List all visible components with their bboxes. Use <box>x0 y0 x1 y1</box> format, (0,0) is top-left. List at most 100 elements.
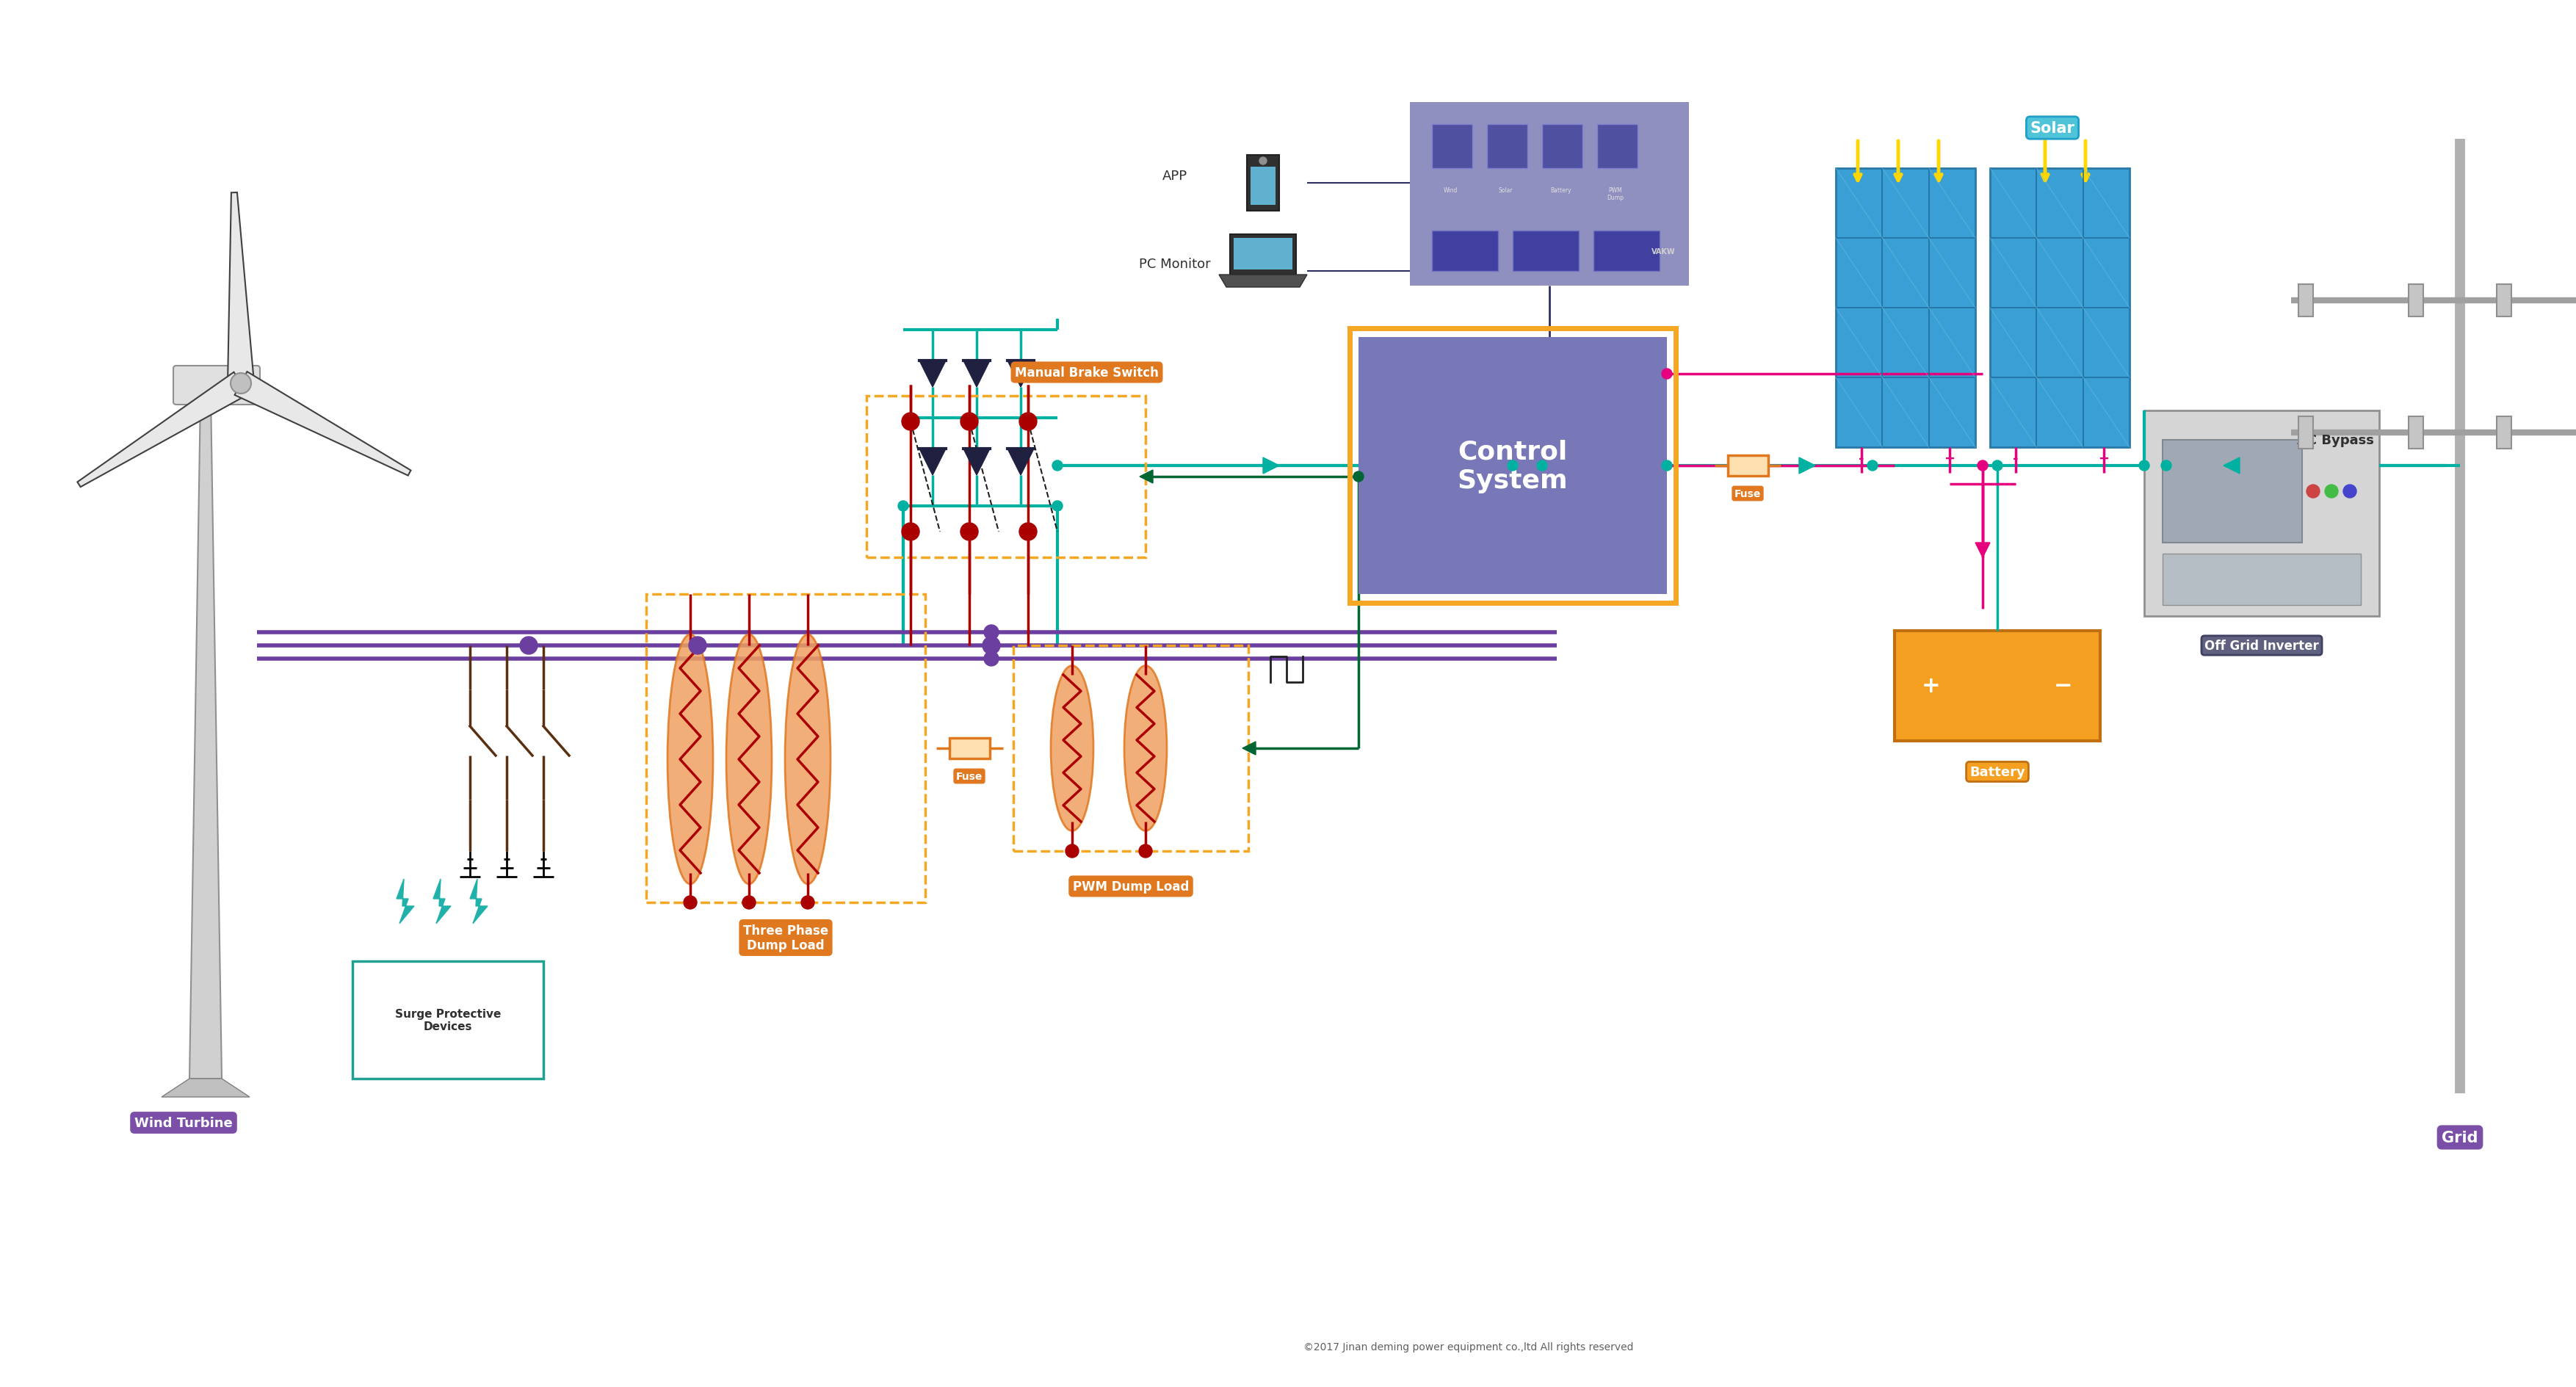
Circle shape <box>984 652 999 666</box>
Polygon shape <box>191 397 222 1079</box>
Bar <box>1247 155 1280 211</box>
Polygon shape <box>920 449 945 476</box>
Bar <box>1012 646 1249 852</box>
Polygon shape <box>162 1079 250 1097</box>
Circle shape <box>2326 485 2339 498</box>
Circle shape <box>1507 460 1517 472</box>
Bar <box>1595 232 1659 272</box>
Bar <box>2496 417 2512 449</box>
Circle shape <box>1139 845 1151 859</box>
Text: AC Bypass: AC Bypass <box>2298 434 2372 447</box>
Circle shape <box>902 413 920 431</box>
Text: PC Monitor: PC Monitor <box>1139 258 1211 270</box>
Bar <box>2164 440 2303 544</box>
Bar <box>1543 125 1582 169</box>
Bar <box>1432 125 1473 169</box>
Circle shape <box>1662 460 1672 472</box>
Polygon shape <box>1218 275 1306 287</box>
Polygon shape <box>1798 458 1816 474</box>
Circle shape <box>1051 501 1061 512</box>
Circle shape <box>801 896 814 910</box>
FancyBboxPatch shape <box>173 366 260 405</box>
Polygon shape <box>1007 449 1033 476</box>
Circle shape <box>902 523 920 541</box>
Polygon shape <box>227 193 255 384</box>
Bar <box>2409 284 2424 318</box>
Ellipse shape <box>786 635 829 885</box>
Polygon shape <box>963 449 989 476</box>
Polygon shape <box>469 879 487 924</box>
Polygon shape <box>397 879 415 924</box>
Polygon shape <box>920 361 945 387</box>
Bar <box>2298 284 2313 318</box>
Text: ©2017 Jinan deming power equipment co.,ltd All rights reserved: ©2017 Jinan deming power equipment co.,l… <box>1303 1341 1633 1352</box>
Circle shape <box>742 896 755 910</box>
Text: APP: APP <box>1162 169 1188 183</box>
Polygon shape <box>433 879 451 924</box>
Text: Battery: Battery <box>1551 187 1571 194</box>
Text: Fuse: Fuse <box>1734 488 1762 499</box>
Bar <box>1893 631 2099 741</box>
Text: Wind Turbine: Wind Turbine <box>134 1117 232 1129</box>
Circle shape <box>1538 460 1548 472</box>
Circle shape <box>2138 460 2148 472</box>
Circle shape <box>2161 460 2172 472</box>
Circle shape <box>961 413 979 431</box>
Bar <box>2409 417 2424 449</box>
Bar <box>1249 168 1275 205</box>
Polygon shape <box>963 361 989 387</box>
Ellipse shape <box>1123 666 1167 831</box>
Bar <box>1512 232 1579 272</box>
Circle shape <box>232 373 250 394</box>
Text: PWM Dump Load: PWM Dump Load <box>1072 879 1190 893</box>
Bar <box>1728 456 1767 476</box>
Polygon shape <box>77 373 247 487</box>
Bar <box>866 397 1146 558</box>
Circle shape <box>1978 460 1989 472</box>
Polygon shape <box>1242 742 1255 755</box>
Polygon shape <box>234 372 410 476</box>
Bar <box>1991 169 2130 448</box>
Bar <box>1229 234 1296 275</box>
Circle shape <box>1020 523 1038 541</box>
Circle shape <box>984 626 999 639</box>
Polygon shape <box>2223 458 2239 474</box>
Bar <box>1432 232 1499 272</box>
Circle shape <box>1991 460 2002 472</box>
Text: Manual Brake Switch: Manual Brake Switch <box>1015 366 1159 380</box>
Text: +: + <box>1945 452 1955 465</box>
Ellipse shape <box>1051 666 1092 831</box>
Circle shape <box>1051 460 1061 472</box>
Bar <box>647 595 925 903</box>
Polygon shape <box>1262 458 1280 474</box>
Polygon shape <box>1007 361 1033 387</box>
Circle shape <box>688 637 706 655</box>
Ellipse shape <box>667 635 714 885</box>
Circle shape <box>2306 485 2321 498</box>
Bar <box>2143 411 2380 616</box>
Text: Solar: Solar <box>2030 121 2074 136</box>
Circle shape <box>899 501 909 512</box>
Text: Battery: Battery <box>1971 766 2025 778</box>
Bar <box>1234 239 1293 270</box>
Circle shape <box>1352 472 1363 483</box>
Circle shape <box>1020 413 1038 431</box>
Text: Grid: Grid <box>2442 1130 2478 1144</box>
Polygon shape <box>1139 470 1154 484</box>
Circle shape <box>520 637 538 655</box>
Circle shape <box>961 523 979 541</box>
Bar <box>1358 337 1667 595</box>
Text: +: + <box>1922 675 1940 696</box>
Bar <box>1409 103 1690 286</box>
Text: Wind: Wind <box>1443 187 1458 194</box>
Bar <box>948 738 989 759</box>
Text: Off Grid Inverter: Off Grid Inverter <box>2205 639 2318 652</box>
Text: VAKW: VAKW <box>1651 248 1674 255</box>
Bar <box>2298 417 2313 449</box>
Ellipse shape <box>726 635 773 885</box>
Text: -: - <box>2012 452 2020 465</box>
Text: −: − <box>2053 675 2074 696</box>
Bar <box>1486 125 1528 169</box>
Circle shape <box>1066 845 1079 859</box>
Bar <box>1597 125 1638 169</box>
